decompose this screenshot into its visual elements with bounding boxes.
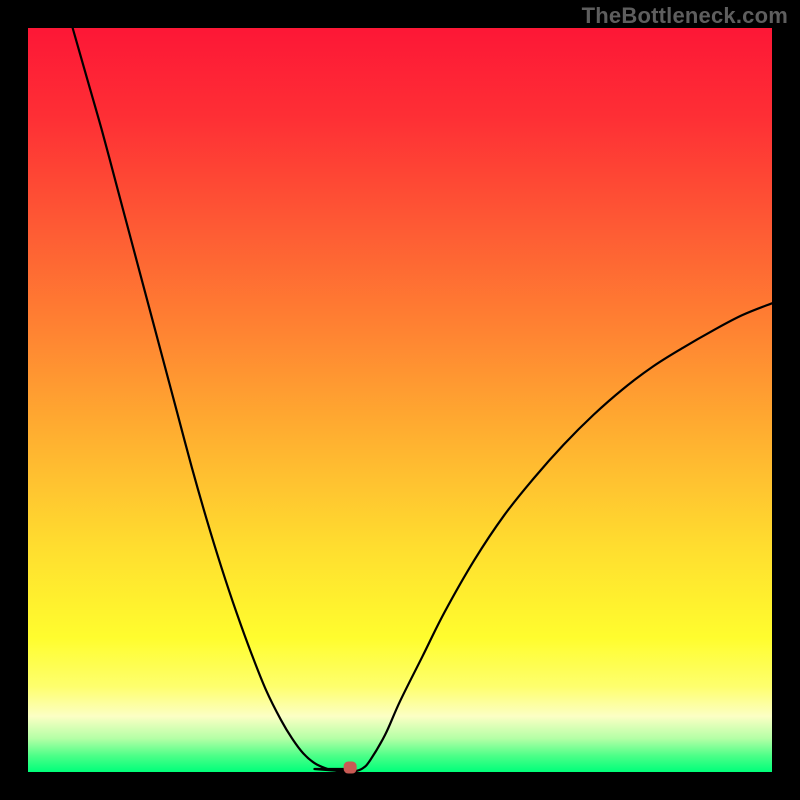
bottleneck-curve-chart — [0, 0, 800, 800]
gradient-background — [28, 28, 772, 772]
watermark-text: TheBottleneck.com — [582, 3, 788, 29]
chart-container: TheBottleneck.com — [0, 0, 800, 800]
optimal-point-marker — [344, 762, 356, 773]
